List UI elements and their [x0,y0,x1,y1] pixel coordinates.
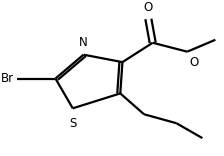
Text: S: S [69,117,76,130]
Text: O: O [144,1,153,15]
Text: O: O [190,56,199,69]
Text: N: N [79,36,88,49]
Text: Br: Br [1,72,14,85]
